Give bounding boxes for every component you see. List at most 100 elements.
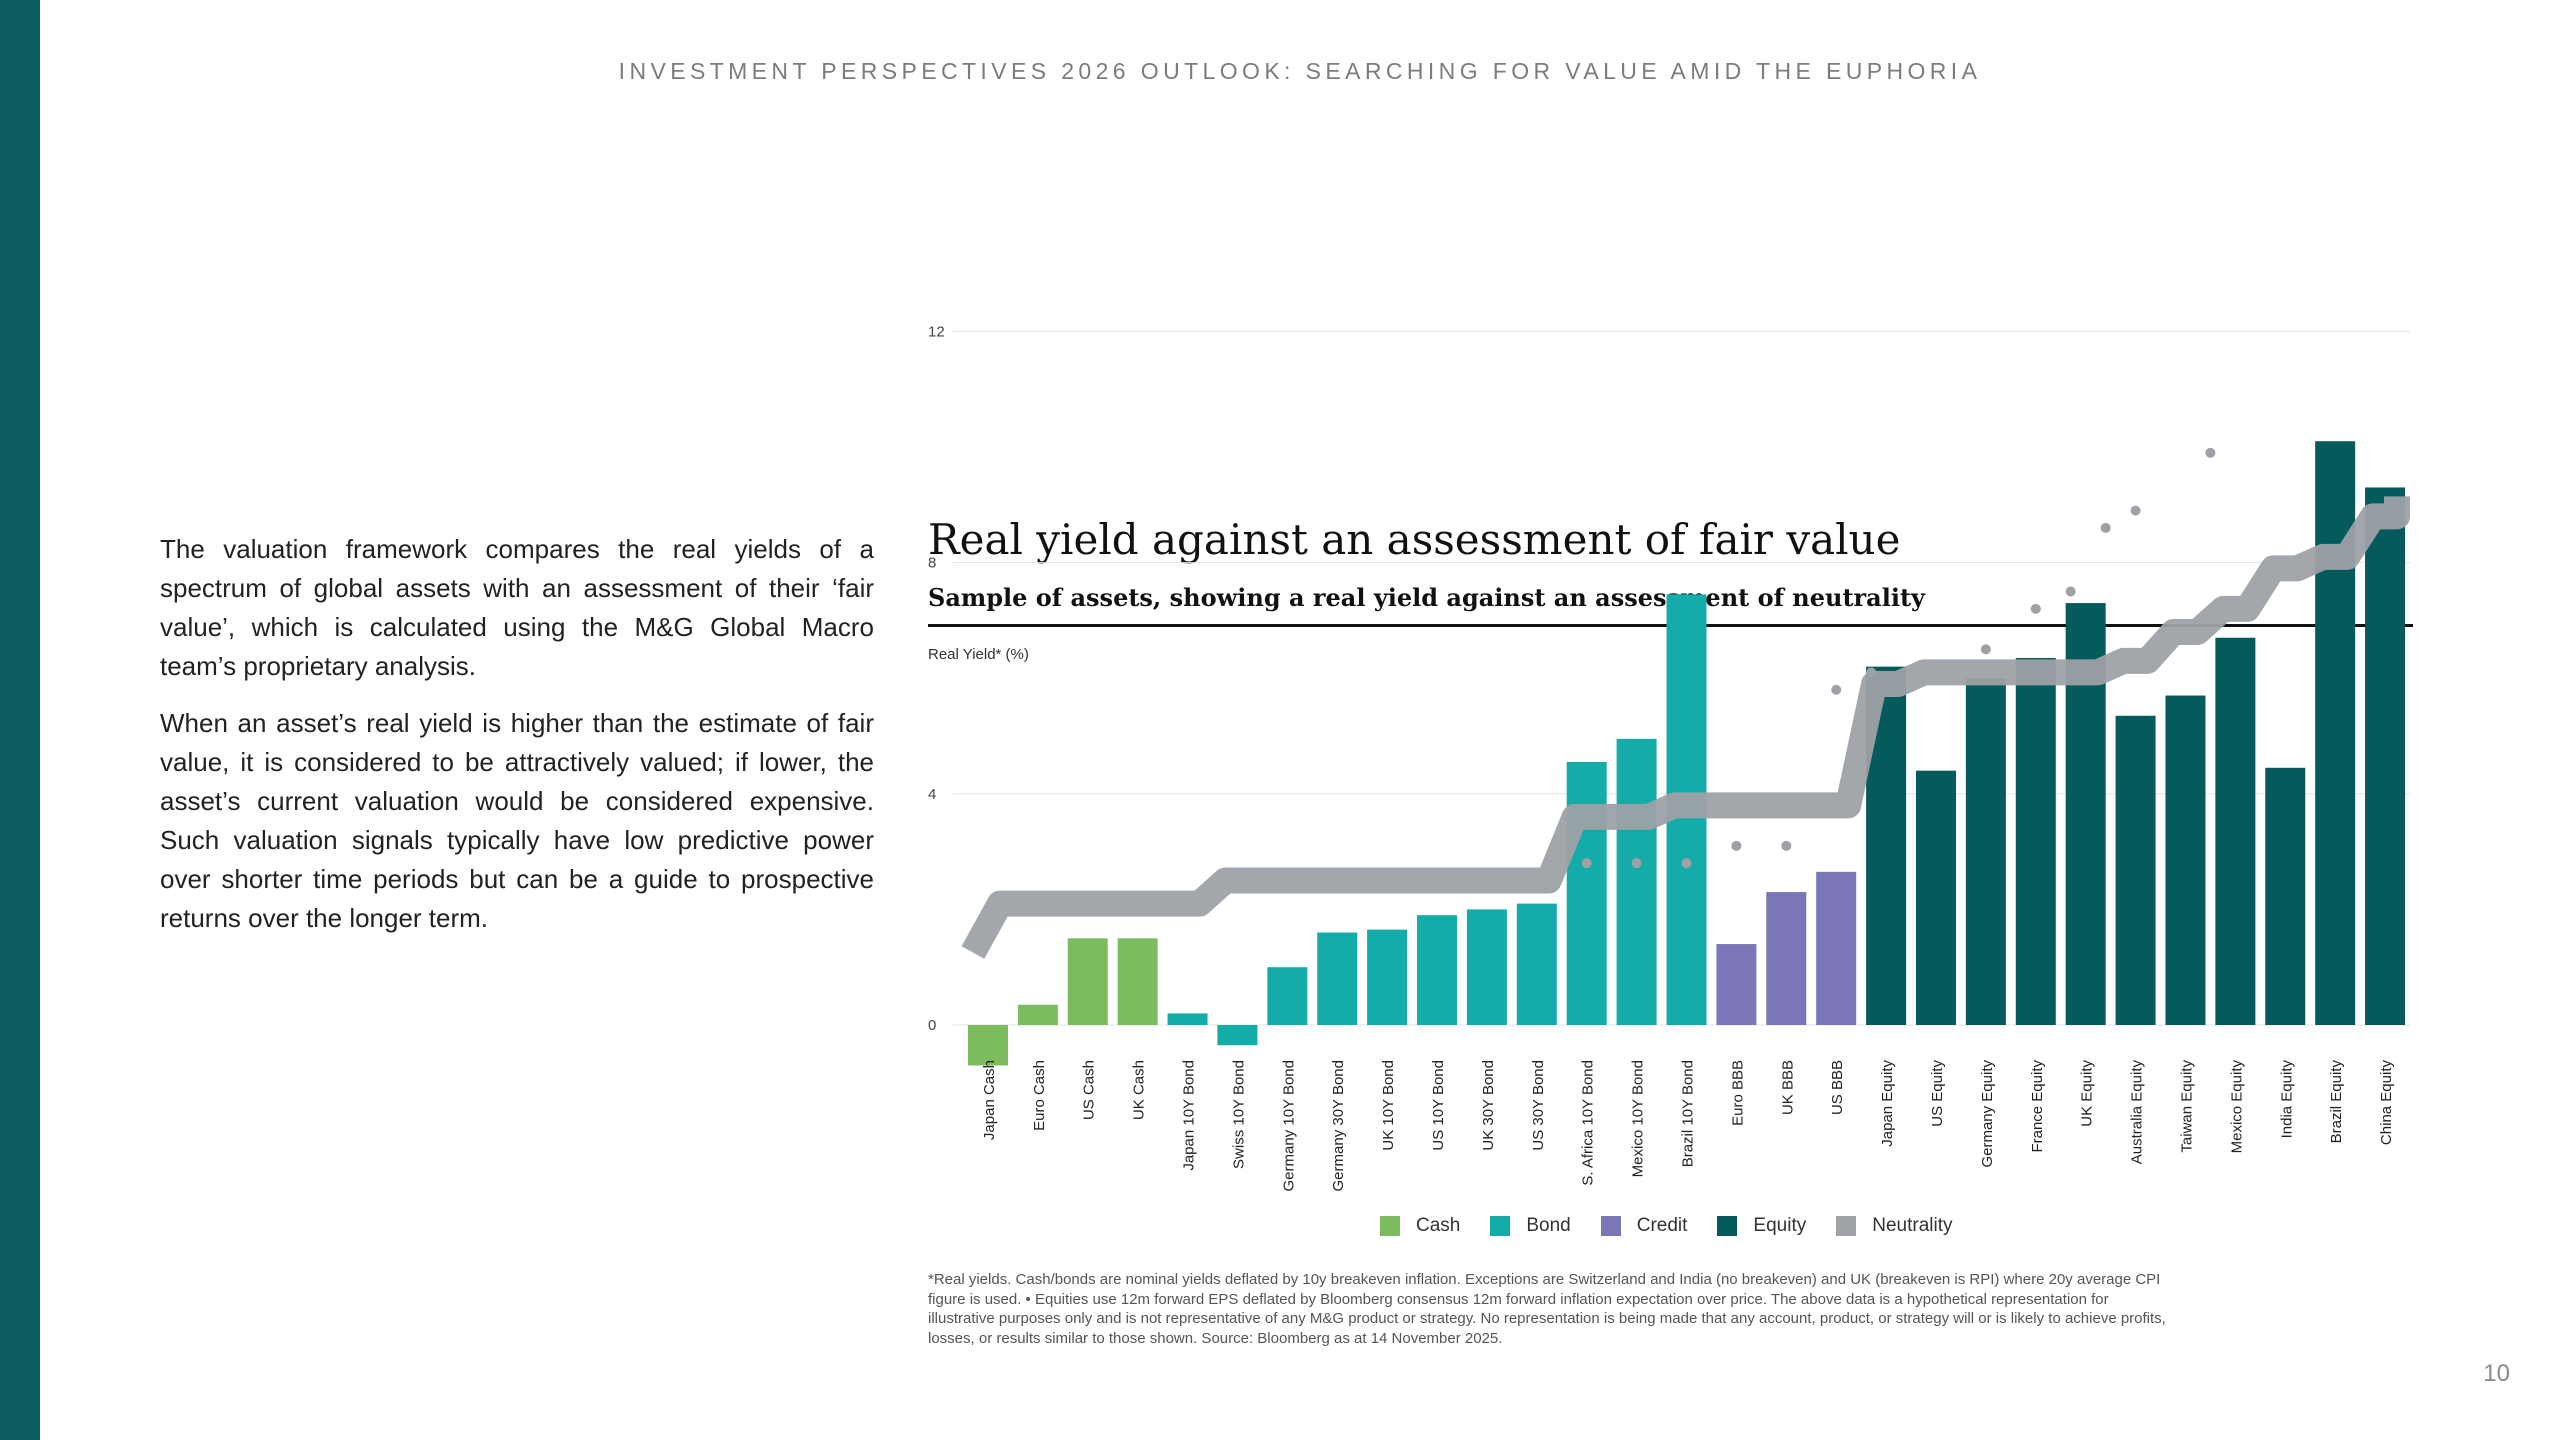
neutrality-dot xyxy=(1781,840,1792,851)
legend-label-credit: Credit xyxy=(1636,1215,1688,1236)
bar-bond xyxy=(1367,929,1408,1025)
x-tick-label: S. Africa 10Y Bond xyxy=(1580,1060,1597,1186)
x-tick-label: China Equity xyxy=(2378,1060,2395,1146)
bar-cash xyxy=(1117,938,1158,1025)
neutrality-dot xyxy=(2130,505,2141,516)
x-tick-label: Euro BBB xyxy=(1729,1060,1746,1126)
x-tick-label: UK Equity xyxy=(2079,1060,2096,1127)
x-tick-label: Germany 30Y Bond xyxy=(1330,1060,1347,1191)
bar-bond xyxy=(1217,1025,1258,1046)
x-tick-label: US 30Y Bond xyxy=(1530,1060,1547,1151)
bar-credit xyxy=(1716,944,1757,1025)
x-tick-label: Mexico 10Y Bond xyxy=(1630,1060,1647,1177)
neutrality-line xyxy=(961,496,2411,959)
x-tick-label: Japan Equity xyxy=(1879,1060,1896,1147)
bar-cash xyxy=(1067,938,1108,1025)
legend-swatch-equity xyxy=(1717,1216,1738,1236)
x-tick-label: France Equity xyxy=(2029,1060,2046,1153)
x-tick-label: Euro Cash xyxy=(1031,1060,1048,1131)
x-tick-label: US 10Y Bond xyxy=(1430,1060,1447,1151)
x-tick-label: US Cash xyxy=(1081,1060,1098,1120)
x-tick-label: Japan 10Y Bond xyxy=(1181,1060,1198,1171)
legend-label-equity: Equity xyxy=(1753,1215,1807,1236)
chart-legend: Cash Bond Credit Equity Neutrality xyxy=(1380,1215,1952,1237)
x-tick-label: Germany 10Y Bond xyxy=(1280,1060,1297,1191)
legend-item-credit: Credit xyxy=(1600,1215,1688,1237)
bar-bond xyxy=(1417,915,1458,1025)
bar-equity xyxy=(2015,657,2056,1025)
bar-cash xyxy=(1017,1004,1058,1025)
legend-item-equity: Equity xyxy=(1717,1215,1806,1237)
intro-paragraph-1: The valuation framework compares the rea… xyxy=(160,534,874,681)
side-accent-bar xyxy=(0,0,40,1440)
neutrality-dot xyxy=(2030,603,2041,614)
x-tick-label: US BBB xyxy=(1829,1060,1846,1115)
neutrality-dot xyxy=(1681,858,1692,869)
x-tick-label: Germany Equity xyxy=(1979,1060,1996,1168)
y-tick-label: 12 xyxy=(928,323,945,340)
neutrality-dot xyxy=(1581,858,1592,869)
x-tick-label: UK 10Y Bond xyxy=(1380,1060,1397,1151)
x-tick-label: Taiwan Equity xyxy=(2178,1060,2195,1153)
neutrality-dot xyxy=(2100,522,2111,533)
page-number: 10 xyxy=(2483,1360,2510,1387)
chart-footnote: *Real yields. Cash/bonds are nominal yie… xyxy=(928,1271,2166,1347)
x-tick-label: US Equity xyxy=(1929,1060,1946,1127)
x-tick-label: India Equity xyxy=(2278,1060,2295,1139)
chart-title: Real yield against an assessment of fair… xyxy=(928,515,1901,564)
bar-credit xyxy=(1816,871,1857,1025)
bar-bond xyxy=(1566,762,1607,1025)
bar-equity xyxy=(1915,770,1956,1025)
bar-bond xyxy=(1516,903,1557,1025)
legend-swatch-neutrality xyxy=(1836,1216,1857,1236)
bar-bond xyxy=(1616,738,1657,1025)
x-tick-label: Swiss 10Y Bond xyxy=(1230,1060,1247,1169)
neutrality-dot xyxy=(1631,858,1642,869)
report-header-title: INVESTMENT PERSPECTIVES 2026 OUTLOOK: SE… xyxy=(618,58,1982,84)
y-axis-label: Real Yield* (%) xyxy=(928,646,1029,663)
bar-credit xyxy=(1766,892,1807,1025)
x-tick-label: UK Cash xyxy=(1131,1060,1148,1120)
legend-label-cash: Cash xyxy=(1416,1215,1461,1236)
bar-equity xyxy=(2315,441,2356,1026)
bar-bond xyxy=(1267,967,1308,1025)
chart-subtitle: Sample of assets, showing a real yield a… xyxy=(928,583,1925,612)
legend-swatch-bond xyxy=(1490,1216,1511,1236)
neutrality-dot xyxy=(1731,840,1742,851)
bar-cash xyxy=(967,1025,1008,1066)
legend-item-cash: Cash xyxy=(1380,1215,1460,1237)
bar-equity xyxy=(1965,678,2006,1025)
y-tick-label: 0 xyxy=(928,1017,936,1034)
intro-text: The valuation framework compares the rea… xyxy=(160,530,874,956)
x-tick-label: Mexico Equity xyxy=(2228,1060,2245,1154)
y-tick-label: 8 xyxy=(928,555,936,572)
legend-label-neutrality: Neutrality xyxy=(1872,1215,1953,1236)
bar-equity xyxy=(2215,637,2256,1025)
legend-item-neutrality: Neutrality xyxy=(1836,1215,1952,1237)
legend-swatch-credit xyxy=(1600,1216,1621,1236)
bar-bond xyxy=(1167,1013,1208,1025)
neutrality-dot xyxy=(2065,586,2076,597)
bar-equity xyxy=(2115,715,2156,1025)
intro-paragraph-2: When an asset’s real yield is higher tha… xyxy=(160,708,874,933)
x-tick-label: Brazil 10Y Bond xyxy=(1680,1060,1697,1167)
neutrality-dot xyxy=(1980,644,1991,655)
legend-item-bond: Bond xyxy=(1490,1215,1571,1237)
bar-bond xyxy=(1466,909,1507,1025)
bar-equity xyxy=(2365,487,2406,1026)
bar-bond xyxy=(1317,932,1358,1025)
bar-equity xyxy=(2165,695,2206,1025)
x-tick-label: UK 30Y Bond xyxy=(1480,1060,1497,1151)
neutrality-dot xyxy=(2205,447,2216,458)
x-tick-label: UK BBB xyxy=(1779,1060,1796,1115)
x-tick-label: Australia Equity xyxy=(2129,1060,2146,1165)
legend-swatch-cash xyxy=(1380,1216,1400,1236)
legend-label-bond: Bond xyxy=(1526,1215,1571,1236)
y-tick-label: 4 xyxy=(928,786,936,803)
x-tick-label: Brazil Equity xyxy=(2328,1060,2345,1144)
x-tick-label: Japan Cash xyxy=(981,1060,998,1140)
bar-equity xyxy=(2265,767,2306,1025)
neutrality-dot xyxy=(1866,667,1877,678)
neutrality-dot xyxy=(1831,684,1842,695)
